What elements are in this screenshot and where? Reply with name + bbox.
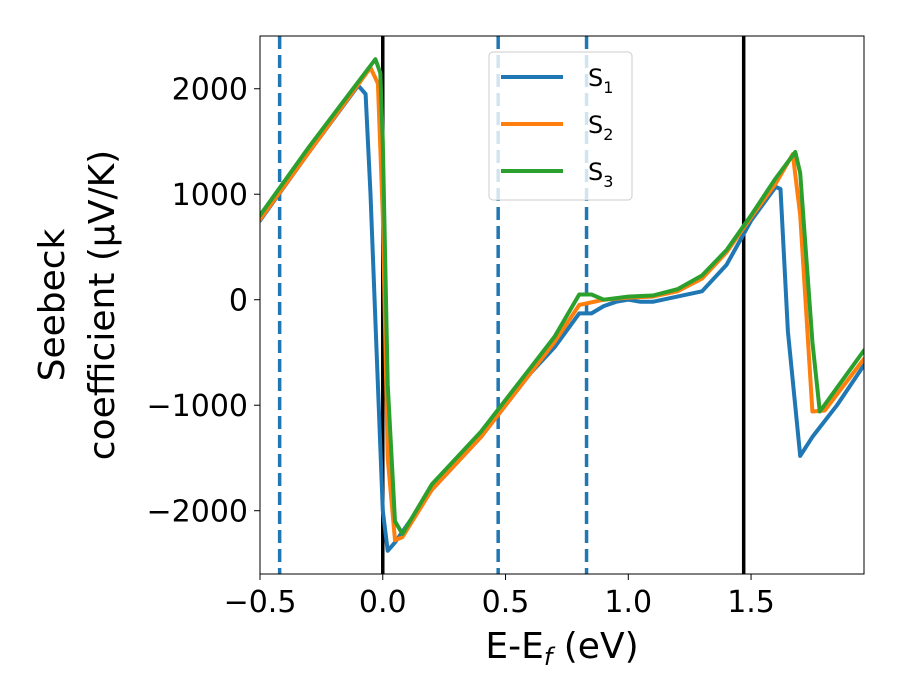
- legend-label-s3: S3: [588, 158, 613, 191]
- y-axis-title-line1: Seebeck: [32, 228, 73, 381]
- y-tick-label: 0: [229, 284, 248, 319]
- y-axis-title-line2: coefficient (μV/K): [82, 150, 123, 460]
- y-axis-title: Seebeck coefficient (μV/K): [32, 150, 123, 460]
- x-tick-label: 1.5: [727, 585, 775, 620]
- x-tick-label: 1.0: [604, 585, 652, 620]
- x-axis-ticks: −0.5 0.0 0.5 1.0 1.5: [224, 574, 775, 620]
- x-tick-label: −0.5: [224, 585, 297, 620]
- legend-label-s2: S2: [588, 111, 613, 144]
- series-line-s3: [260, 57, 864, 536]
- series-line-s1: [260, 83, 864, 553]
- x-tick-label: 0.0: [359, 585, 407, 620]
- series-lines: [260, 57, 864, 553]
- y-axis-ticks: 2000 1000 0 −1000 −2000: [147, 73, 260, 530]
- plot-frame: [259, 35, 865, 575]
- x-tick-label: 0.5: [482, 585, 530, 620]
- y-tick-label: −1000: [147, 389, 248, 424]
- x-axis-title-main: E-E: [485, 626, 543, 667]
- y-tick-label: 1000: [172, 178, 248, 213]
- legend: S1 S2 S3: [488, 51, 633, 201]
- x-axis-title: E-Ef (eV): [485, 626, 638, 671]
- legend-label-s1: S1: [588, 64, 613, 97]
- x-axis-title-unit: (eV): [552, 626, 638, 667]
- y-tick-label: 2000: [172, 73, 248, 108]
- y-tick-label: −2000: [147, 495, 248, 530]
